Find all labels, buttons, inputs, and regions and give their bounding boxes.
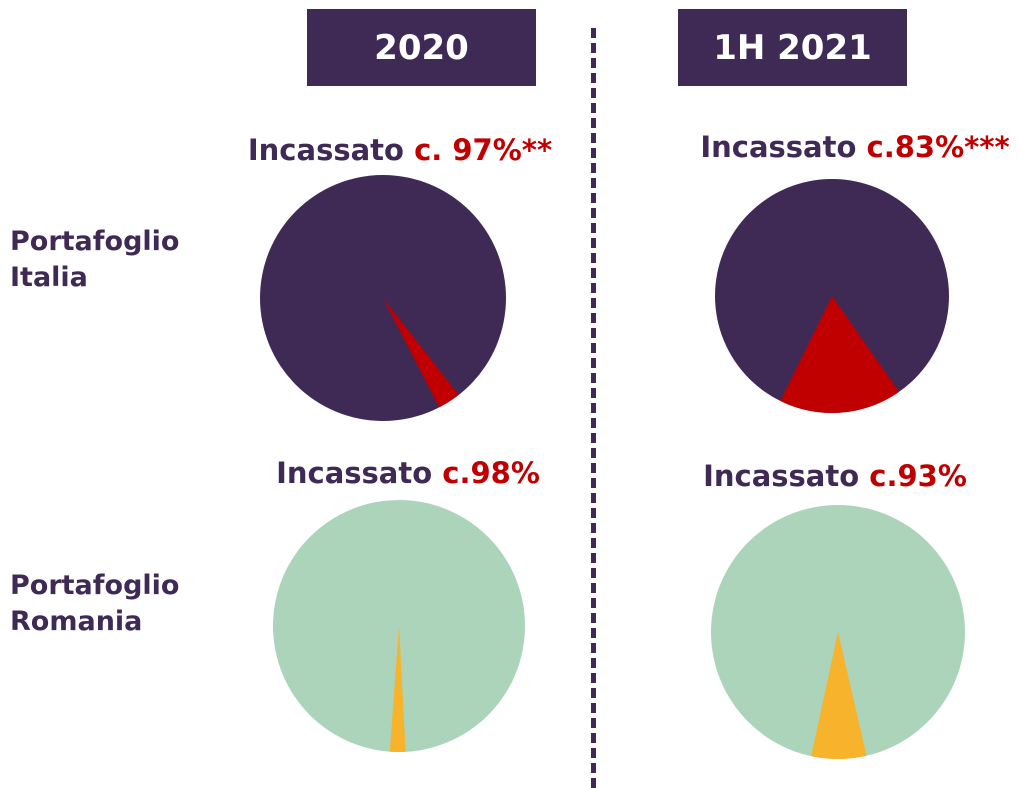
pie-slice-remainder bbox=[383, 298, 459, 408]
pie-chart-italia-1h-2021 bbox=[715, 179, 949, 413]
row-label-line: Portafoglio bbox=[10, 226, 180, 257]
pie-title-word: Incassato bbox=[703, 459, 860, 493]
pie-title-romania-2020: Incassato c.98% bbox=[276, 456, 540, 490]
row-label-line: Italia bbox=[10, 262, 88, 293]
column-divider bbox=[591, 28, 596, 788]
pie-title-word: Incassato bbox=[700, 130, 857, 164]
pie-title-word: Incassato bbox=[276, 456, 433, 490]
row-label-portafoglio-romania: Portafoglio Romania bbox=[10, 568, 179, 640]
pie-chart-italia-2020 bbox=[260, 175, 506, 421]
pie-title-italia-2020: Incassato c. 97%** bbox=[248, 133, 552, 167]
pie-title-word: Incassato bbox=[247, 133, 404, 167]
pie-title-percent: c.98% bbox=[442, 456, 540, 490]
row-label-line: Portafoglio bbox=[10, 570, 180, 601]
period-header-1h-2021: 1H 2021 bbox=[678, 9, 907, 86]
pie-chart-romania-1h-2021 bbox=[711, 505, 965, 759]
pie-title-percent: c. 97%** bbox=[414, 133, 553, 167]
row-label-line: Romania bbox=[10, 606, 143, 637]
row-label-portafoglio-italia: Portafoglio Italia bbox=[10, 224, 179, 296]
pie-title-percent: c.83%*** bbox=[866, 130, 1010, 164]
period-header-2020: 2020 bbox=[307, 9, 536, 86]
pie-chart-romania-2020 bbox=[273, 500, 525, 752]
pie-title-romania-1h-2021: Incassato c.93% bbox=[703, 459, 967, 493]
pie-slice-remainder bbox=[780, 296, 900, 413]
pie-title-italia-1h-2021: Incassato c.83%*** bbox=[700, 130, 1009, 164]
pie-title-percent: c.93% bbox=[869, 459, 967, 493]
pie-slice-remainder bbox=[811, 632, 867, 759]
pie-slice-remainder bbox=[389, 626, 406, 752]
